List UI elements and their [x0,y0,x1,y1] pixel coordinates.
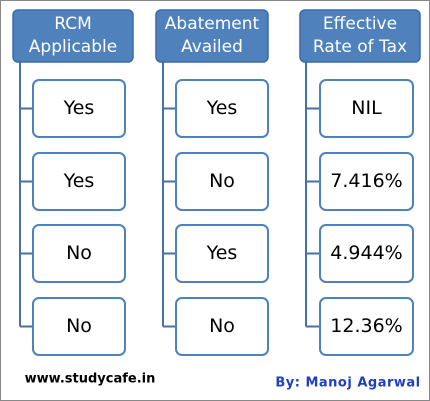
header-text: Availed [181,37,243,57]
header-box [12,9,134,63]
item-box [32,152,126,211]
item-box [319,297,414,356]
website: www.studycafe.in [25,372,156,387]
item-box [319,224,414,283]
item-text: 4.944% [330,242,402,264]
item-box [319,152,414,211]
item-box [319,79,414,138]
item-text: Yes [206,242,238,264]
item-box [32,79,126,138]
header-box [299,9,421,63]
item-box [175,79,269,138]
item-text: No [209,170,235,192]
item-text: No [66,315,92,337]
header-text: Abatement [165,14,260,34]
item-text: No [209,315,235,337]
item-text: Yes [63,170,95,192]
item-text: 7.416% [330,170,402,192]
item-text: NIL [351,97,382,119]
item-box [32,224,126,283]
author: By: Manoj Agarwal [275,376,420,391]
item-text: Yes [206,97,238,119]
item-text: 12.36% [330,315,402,337]
item-text: Yes [63,97,95,119]
header-box [155,9,269,63]
item-box [175,297,269,356]
header-text: Rate of Tax [313,37,407,57]
item-box [175,224,269,283]
header-text: Effective [323,14,397,34]
header-text: RCM [54,14,92,34]
item-text: No [66,242,92,264]
item-box [175,152,269,211]
item-box [32,297,126,356]
header-text: Applicable [29,37,117,57]
